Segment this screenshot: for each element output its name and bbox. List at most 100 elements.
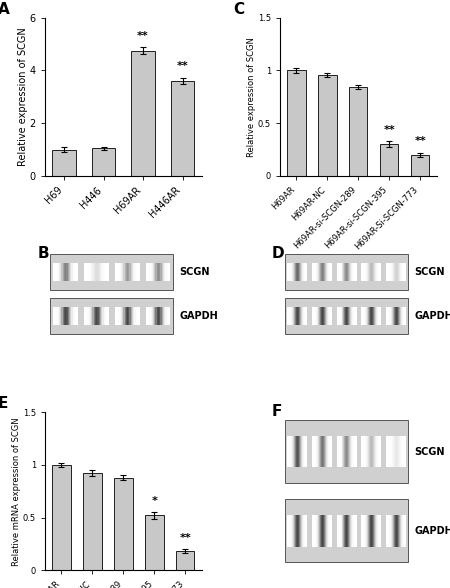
Bar: [328, 436, 330, 467]
Bar: [158, 263, 159, 281]
Bar: [400, 263, 401, 281]
Bar: [294, 436, 295, 467]
Bar: [372, 436, 374, 467]
Bar: [322, 263, 323, 281]
Bar: [374, 307, 375, 325]
Bar: [54, 307, 55, 325]
Bar: [380, 263, 381, 281]
Bar: [380, 307, 381, 325]
Bar: [393, 515, 394, 547]
Bar: [306, 307, 307, 325]
Bar: [387, 436, 388, 467]
Bar: [302, 436, 303, 467]
Bar: [363, 515, 365, 547]
Bar: [395, 436, 396, 467]
Bar: [346, 307, 347, 325]
Bar: [305, 436, 306, 467]
Bar: [69, 263, 70, 281]
Bar: [322, 436, 323, 467]
Bar: [292, 436, 293, 467]
Bar: [305, 307, 306, 325]
Bar: [365, 515, 366, 547]
Bar: [298, 515, 299, 547]
Bar: [91, 307, 93, 325]
Bar: [353, 436, 355, 467]
Bar: [297, 515, 298, 547]
Bar: [314, 263, 315, 281]
Bar: [149, 263, 151, 281]
Bar: [405, 263, 406, 281]
Bar: [294, 307, 295, 325]
Bar: [315, 263, 316, 281]
Bar: [284, 255, 408, 290]
Bar: [346, 263, 347, 281]
Bar: [304, 263, 305, 281]
Bar: [292, 263, 293, 281]
Bar: [295, 307, 296, 325]
Bar: [83, 473, 102, 570]
Bar: [373, 436, 374, 467]
Bar: [342, 307, 344, 325]
Bar: [299, 436, 300, 467]
Bar: [288, 515, 289, 547]
Bar: [398, 263, 399, 281]
Bar: [369, 515, 370, 547]
Bar: [323, 263, 324, 281]
Bar: [52, 149, 76, 176]
Bar: [65, 263, 67, 281]
Bar: [373, 307, 374, 325]
Bar: [290, 436, 291, 467]
Bar: [405, 436, 406, 467]
Bar: [338, 436, 340, 467]
Bar: [348, 307, 350, 325]
Bar: [135, 307, 136, 325]
Bar: [284, 499, 408, 563]
Bar: [316, 263, 317, 281]
Bar: [397, 263, 398, 281]
Bar: [377, 307, 378, 325]
Bar: [297, 307, 298, 325]
Bar: [352, 515, 354, 547]
Bar: [127, 307, 128, 325]
Bar: [290, 307, 291, 325]
Bar: [59, 307, 60, 325]
Bar: [380, 515, 381, 547]
Bar: [318, 307, 319, 325]
Bar: [392, 263, 393, 281]
Bar: [370, 436, 371, 467]
Bar: [301, 515, 302, 547]
Bar: [52, 465, 71, 570]
Bar: [316, 436, 317, 467]
Bar: [325, 263, 326, 281]
Bar: [122, 263, 123, 281]
Bar: [338, 263, 339, 281]
Bar: [315, 515, 316, 547]
Bar: [106, 307, 108, 325]
Bar: [338, 436, 339, 467]
Bar: [353, 515, 355, 547]
Bar: [392, 436, 393, 467]
Bar: [104, 307, 105, 325]
Bar: [115, 263, 116, 281]
Bar: [337, 515, 338, 547]
Bar: [75, 263, 76, 281]
Bar: [400, 307, 401, 325]
Bar: [301, 436, 302, 467]
Bar: [399, 436, 400, 467]
Bar: [338, 515, 339, 547]
Bar: [300, 436, 301, 467]
Bar: [146, 307, 147, 325]
Bar: [313, 436, 314, 467]
Bar: [294, 515, 295, 547]
Bar: [168, 263, 169, 281]
Bar: [57, 307, 58, 325]
Bar: [402, 307, 403, 325]
Bar: [378, 515, 379, 547]
Bar: [377, 436, 378, 467]
Bar: [352, 263, 354, 281]
Bar: [349, 87, 368, 176]
Bar: [404, 263, 405, 281]
Bar: [365, 436, 366, 467]
Bar: [325, 307, 326, 325]
Bar: [388, 515, 389, 547]
